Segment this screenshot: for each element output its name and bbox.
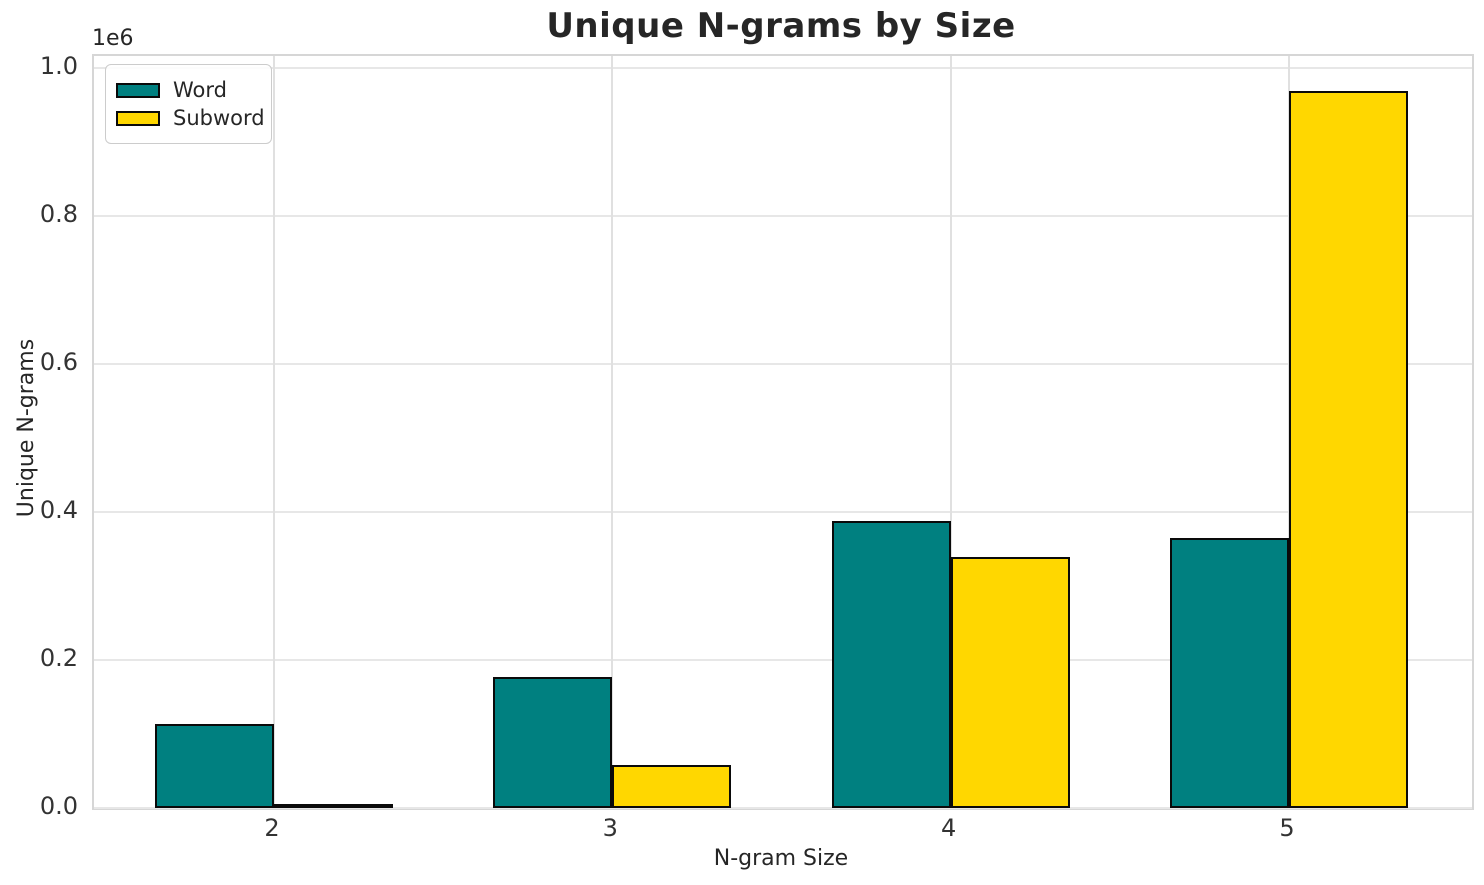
- legend-label-word: Word: [173, 78, 227, 102]
- bar-word-5: [1170, 538, 1289, 808]
- x-tick-label: 4: [941, 814, 957, 842]
- y-tick-label: 0.8: [39, 200, 78, 228]
- y-tick-label: 1.0: [39, 52, 78, 80]
- bar-subword-5: [1289, 91, 1408, 808]
- bar-subword-2: [274, 804, 393, 808]
- gridline-horizontal: [94, 659, 1472, 661]
- gridline-vertical: [611, 56, 614, 808]
- x-axis-label: N-gram Size: [713, 846, 849, 871]
- y-tick-label: 0.0: [39, 792, 78, 820]
- y-tick-label: 0.6: [39, 348, 78, 376]
- plot-area: Word Subword: [92, 54, 1474, 810]
- gridline-horizontal: [94, 511, 1472, 513]
- gridline-horizontal: [94, 215, 1472, 217]
- chart-title: Unique N-grams by Size: [546, 6, 1016, 46]
- y-axis-label: Unique N-grams: [14, 338, 39, 518]
- x-tick-label: 2: [264, 814, 280, 842]
- legend-entry-subword: Subword: [116, 106, 265, 130]
- bar-word-4: [831, 521, 951, 808]
- bar-subword-3: [612, 765, 732, 808]
- gridline-vertical: [949, 56, 952, 808]
- y-axis-offset-label: 1e6: [92, 26, 134, 51]
- y-tick-label: 0.2: [39, 644, 78, 672]
- bar-subword-4: [950, 557, 1070, 808]
- word-color-swatch: [116, 82, 160, 98]
- x-tick-label: 5: [1279, 814, 1295, 842]
- legend-entry-word: Word: [116, 78, 261, 102]
- gridline-vertical: [273, 56, 275, 808]
- legend: Word Subword: [105, 64, 272, 144]
- gridline-horizontal: [94, 67, 1472, 69]
- y-tick-label: 0.4: [39, 496, 78, 524]
- gridline-horizontal: [94, 807, 1472, 809]
- bar-word-3: [493, 677, 613, 808]
- bar-word-2: [155, 724, 274, 808]
- x-tick-label: 3: [602, 814, 618, 842]
- gridline-horizontal: [94, 363, 1472, 365]
- legend-label-subword: Subword: [173, 106, 265, 130]
- subword-color-swatch: [116, 110, 160, 126]
